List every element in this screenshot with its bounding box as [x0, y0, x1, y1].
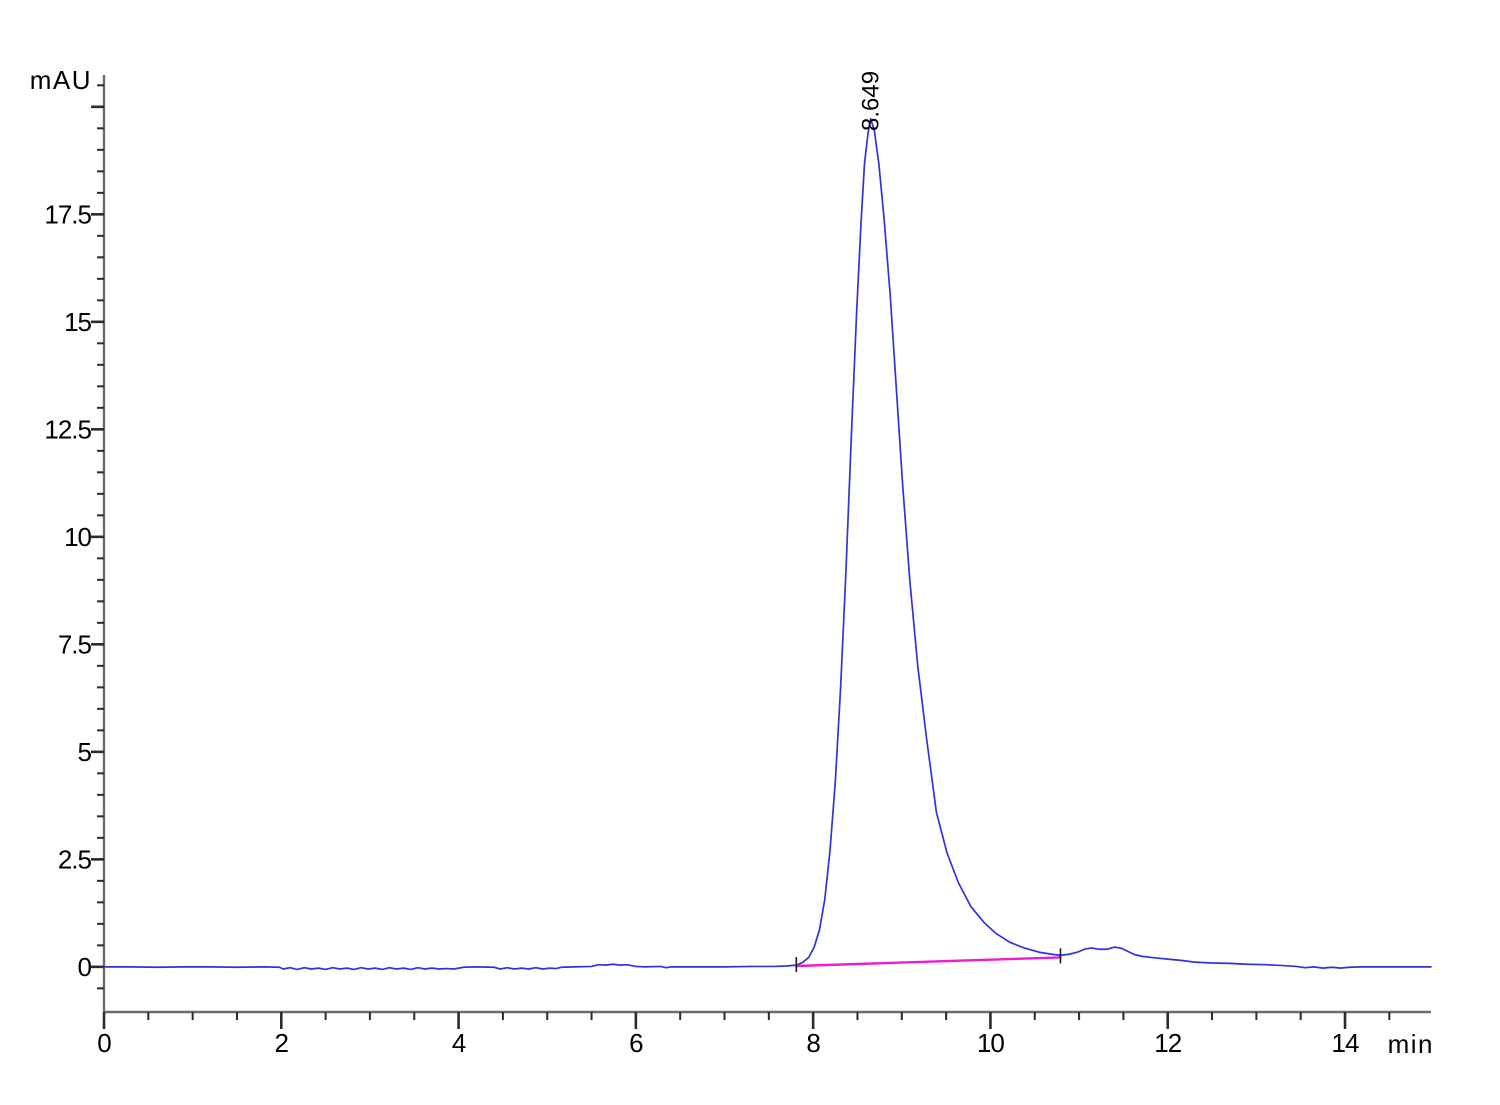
x-tick-label: 12 — [1154, 1028, 1181, 1058]
integration-baseline-line — [795, 956, 1062, 968]
x-tick-label: 14 — [1332, 1028, 1359, 1058]
x-tick-label: 2 — [275, 1028, 289, 1058]
x-tick-label: 10 — [977, 1028, 1004, 1058]
y-tick-label: 10 — [64, 522, 91, 552]
y-tick-label: 2.5 — [58, 844, 92, 874]
y-tick-label: 7.5 — [58, 629, 92, 659]
y-axis-tick-labels: 0 2.5 5 7.5 10 12.5 15 17.5 — [44, 199, 92, 982]
y-axis-ticks — [91, 84, 104, 990]
x-axis-unit-label: min — [1388, 1029, 1434, 1059]
x-axis-ticks — [102, 1012, 1391, 1029]
peak-retention-time-label: 8.649 — [858, 71, 885, 131]
y-axis-unit-label: mAU — [30, 65, 92, 95]
integration-baseline — [795, 956, 1062, 968]
y-tick-label: 5 — [78, 737, 92, 767]
x-tick-label: 4 — [452, 1028, 466, 1058]
x-tick-label: 6 — [629, 1028, 643, 1058]
y-tick-label: 15 — [64, 307, 91, 337]
y-tick-label: 17.5 — [44, 199, 91, 229]
x-tick-label: 8 — [806, 1028, 820, 1058]
y-tick-label: 0 — [78, 952, 92, 982]
signal-trace-path — [103, 118, 1432, 971]
x-tick-label: 0 — [97, 1028, 111, 1058]
y-tick-label: 12.5 — [44, 414, 91, 444]
integration-markers — [795, 948, 1062, 972]
x-axis-tick-labels: 0 2 4 6 8 10 12 14 — [97, 1028, 1360, 1058]
peak-labels: 8.649 — [858, 71, 885, 131]
signal-trace — [103, 118, 1432, 971]
